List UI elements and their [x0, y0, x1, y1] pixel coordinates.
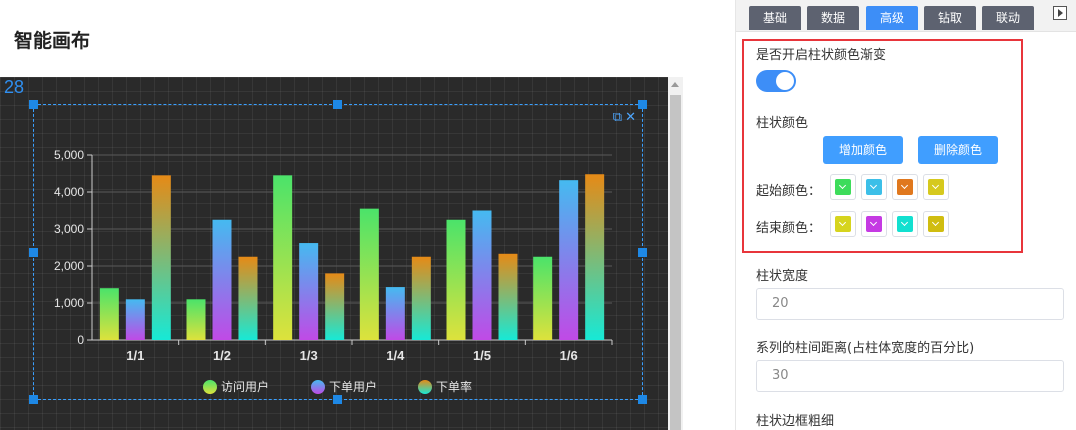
resize-handle-tr[interactable]: [638, 100, 647, 109]
x-tick-label: 1/2: [213, 348, 231, 363]
bar: [411, 256, 431, 340]
end-color-label: 结束颜色：: [756, 221, 822, 236]
start-color-swatch-3[interactable]: [892, 174, 918, 200]
bar: [151, 175, 171, 340]
chevron-down-icon: [928, 179, 944, 195]
bar-color-label: 柱状颜色: [756, 116, 809, 131]
chevron-down-icon: [866, 179, 882, 195]
x-tick-label: 1/5: [473, 348, 491, 363]
scroll-up-arrow-icon[interactable]: [671, 82, 679, 87]
bar: [186, 299, 206, 340]
resize-handle-br[interactable]: [638, 395, 647, 404]
bar: [585, 174, 605, 340]
bar: [125, 299, 145, 340]
chart-selection-box[interactable]: ⧉ ✕: [33, 104, 643, 400]
legend-marker: [311, 380, 325, 394]
x-tick-label: 1/6: [560, 348, 578, 363]
y-tick-label: 5,000: [54, 148, 84, 162]
end-color-swatch-2[interactable]: [861, 211, 887, 237]
y-tick-label: 1,000: [54, 296, 84, 310]
resize-handle-tm[interactable]: [333, 100, 342, 109]
tab-data[interactable]: 数据: [807, 6, 859, 30]
y-tick-label: 4,000: [54, 185, 84, 199]
property-panel: 基础 数据 高级 钻取 联动 是否开启柱状颜色渐变 柱状颜色 增加颜色 删除颜色…: [735, 0, 1076, 430]
chevron-down-icon: [835, 216, 851, 232]
chevron-down-icon: [835, 179, 851, 195]
start-color-swatch-2[interactable]: [861, 174, 887, 200]
bar-border-label: 柱状边框粗细: [756, 414, 835, 429]
tab-bar: 基础 数据 高级 钻取 联动: [736, 0, 1076, 32]
chevron-down-icon: [928, 216, 944, 232]
bar: [212, 219, 232, 340]
resize-handle-ml[interactable]: [29, 248, 38, 257]
bar: [472, 210, 492, 340]
resize-handle-bl[interactable]: [29, 395, 38, 404]
add-color-button[interactable]: 增加颜色: [823, 136, 903, 164]
bar: [99, 288, 119, 340]
legend-label: 下单率: [436, 379, 472, 394]
bar: [559, 180, 579, 340]
gradient-toggle-label: 是否开启柱状颜色渐变: [756, 48, 887, 63]
bar: [359, 208, 379, 340]
start-color-label: 起始颜色：: [756, 184, 822, 199]
y-tick-label: 0: [77, 333, 84, 347]
x-tick-label: 1/1: [126, 348, 144, 363]
bar: [299, 243, 319, 340]
bar: [273, 175, 293, 340]
tab-basic[interactable]: 基础: [749, 6, 801, 30]
start-color-swatch-4[interactable]: [923, 174, 949, 200]
tab-advanced[interactable]: 高级: [866, 6, 918, 30]
resize-handle-bm[interactable]: [333, 395, 342, 404]
gradient-toggle[interactable]: [756, 70, 796, 92]
bar: [385, 287, 405, 340]
resize-handle-tl[interactable]: [29, 100, 38, 109]
bar-width-label: 柱状宽度: [756, 269, 809, 284]
bar-gap-input[interactable]: 30: [756, 360, 1064, 392]
highlight-box: [742, 39, 1023, 253]
legend-marker: [418, 380, 432, 394]
x-tick-label: 1/4: [386, 348, 405, 363]
bar-chart: 0 1,000 2,000 3,000 4,000 5,000 1/1 1/2 1/3 1/4 1/…: [54, 148, 613, 394]
legend-label: 下单用户: [329, 379, 377, 394]
resize-handle-mr[interactable]: [638, 248, 647, 257]
chevron-down-icon: [866, 216, 882, 232]
tab-drilldown[interactable]: 钻取: [924, 6, 976, 30]
start-color-swatch-1[interactable]: [830, 174, 856, 200]
restore-icon[interactable]: ⧉: [612, 110, 623, 125]
tab-linkage[interactable]: 联动: [982, 6, 1034, 30]
chevron-down-icon: [897, 216, 913, 232]
ruler-number: 28: [4, 77, 25, 97]
canvas-scrollbar[interactable]: [668, 77, 683, 430]
end-color-swatch-4[interactable]: [923, 211, 949, 237]
y-tick-label: 3,000: [54, 222, 84, 236]
scroll-thumb[interactable]: [670, 95, 681, 430]
design-canvas[interactable]: 28 0 1,000 2,000 3,000 4,000 5,000 1/1 1/2 1/3 1/…: [0, 77, 668, 430]
page-title: 智能画布: [14, 30, 91, 52]
remove-color-button[interactable]: 删除颜色: [918, 136, 998, 164]
end-color-swatch-3[interactable]: [892, 211, 918, 237]
end-color-swatch-1[interactable]: [830, 211, 856, 237]
bar-gap-label: 系列的柱间距离(占柱体宽度的百分比): [756, 341, 975, 356]
panel-toggle-icon[interactable]: [1053, 6, 1067, 20]
bar-width-input[interactable]: 20: [756, 288, 1064, 320]
bar: [498, 253, 518, 340]
bar: [325, 273, 345, 340]
x-tick-label: 1/3: [300, 348, 318, 363]
legend-marker: [203, 380, 217, 394]
y-tick-label: 2,000: [54, 259, 84, 273]
legend-label: 访问用户: [221, 379, 269, 394]
close-icon[interactable]: ✕: [625, 110, 636, 125]
bar: [533, 256, 553, 340]
bar: [238, 256, 258, 340]
bar: [446, 219, 466, 340]
chevron-down-icon: [897, 179, 913, 195]
